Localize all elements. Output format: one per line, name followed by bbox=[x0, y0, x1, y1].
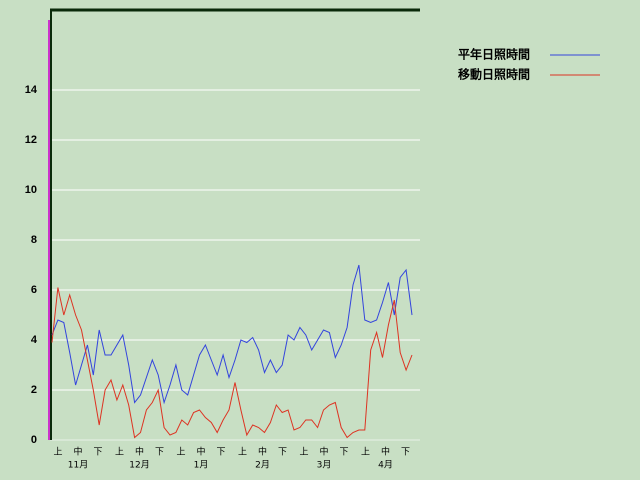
month-label: 1月 bbox=[194, 460, 209, 471]
x-tick-label: 下 bbox=[401, 448, 410, 458]
series-line bbox=[51, 287, 413, 439]
month-label: 4月 bbox=[378, 460, 393, 471]
x-tick-label: 上 bbox=[299, 447, 308, 458]
month-label: 11月 bbox=[68, 460, 88, 471]
x-tick-label: 上 bbox=[238, 447, 247, 458]
y-tick-label: 0 bbox=[31, 434, 37, 446]
x-tick-label: 上 bbox=[361, 447, 370, 458]
y-tick-label: 8 bbox=[31, 234, 37, 246]
legend-label: 平年日照時間 bbox=[458, 47, 530, 62]
x-tick-label: 下 bbox=[216, 448, 225, 458]
y-tick-label: 10 bbox=[25, 184, 37, 196]
x-tick-label: 上 bbox=[53, 447, 62, 458]
x-tick-label: 中 bbox=[258, 446, 267, 458]
x-tick-label: 中 bbox=[196, 446, 205, 458]
y-tick-label: 4 bbox=[31, 334, 38, 346]
y-tick-label: 12 bbox=[25, 134, 37, 146]
x-tick-label: 中 bbox=[135, 446, 144, 458]
x-tick-label: 下 bbox=[93, 448, 102, 458]
x-tick-label: 上 bbox=[176, 447, 185, 458]
x-tick-label: 上 bbox=[115, 447, 124, 458]
month-label: 12月 bbox=[129, 460, 149, 471]
x-tick-label: 中 bbox=[319, 446, 328, 458]
series-line bbox=[51, 264, 413, 405]
x-tick-label: 下 bbox=[339, 448, 348, 458]
y-tick-label: 14 bbox=[25, 84, 38, 96]
month-label: 2月 bbox=[255, 460, 270, 471]
x-tick-label: 下 bbox=[278, 448, 287, 458]
x-tick-label: 中 bbox=[73, 446, 82, 458]
y-tick-label: 6 bbox=[31, 284, 37, 296]
x-tick-label: 中 bbox=[381, 446, 390, 458]
month-label: 3月 bbox=[317, 460, 332, 471]
y-tick-label: 2 bbox=[31, 384, 37, 396]
x-tick-label: 下 bbox=[155, 448, 164, 458]
legend-label: 移動日照時間 bbox=[458, 67, 530, 82]
